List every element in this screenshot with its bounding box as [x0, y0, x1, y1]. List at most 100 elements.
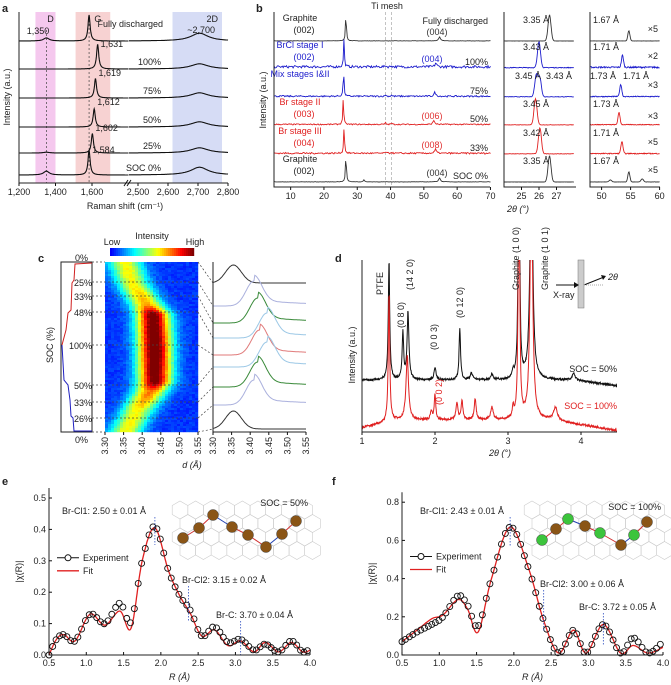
- heatmap-cell: [120, 308, 124, 311]
- heatmap-cell: [111, 304, 115, 307]
- heatmap-cell: [168, 364, 172, 367]
- heatmap-cell: [120, 268, 124, 271]
- heatmap-cell: [123, 396, 127, 399]
- heatmap-cell: [144, 408, 148, 411]
- heatmap-cell: [156, 296, 160, 299]
- heatmap-cell: [189, 424, 193, 427]
- heatmap-cell: [123, 308, 127, 311]
- heatmap-cell: [159, 376, 163, 379]
- heatmap-cell: [177, 364, 181, 367]
- heatmap-cell: [141, 266, 145, 269]
- experiment-point: [520, 552, 528, 560]
- colorbar-cell: [112, 248, 115, 256]
- heatmap-cell: [168, 290, 172, 293]
- panel-label-e: e: [2, 476, 8, 488]
- y-axis-label: Intensity (a.u.): [258, 71, 268, 128]
- experiment-point: [501, 529, 509, 537]
- experiment-point: [245, 643, 253, 650]
- heatmap-cell: [192, 360, 196, 363]
- heatmap-cell: [189, 286, 193, 289]
- heatmap-cell: [129, 348, 133, 351]
- graphene-hexagon: [179, 541, 196, 560]
- graphene-hexagon: [531, 514, 548, 533]
- heatmap-cell: [126, 422, 130, 425]
- heatmap-cell: [195, 398, 199, 401]
- heatmap-cell: [162, 420, 166, 423]
- state-label: 50%: [470, 114, 488, 124]
- heatmap-cell: [117, 324, 121, 327]
- y-axis-label: Intensity (a.u.): [2, 68, 12, 125]
- heatmap-cell: [111, 420, 115, 423]
- experiment-point: [249, 646, 257, 654]
- experiment-point: [234, 635, 242, 643]
- heatmap-cell: [147, 284, 151, 287]
- heatmap-cell: [111, 352, 115, 355]
- heatmap-cell: [132, 394, 136, 397]
- experiment-point: [153, 525, 161, 533]
- heatmap-cell: [183, 342, 187, 345]
- heatmap-cell: [126, 284, 130, 287]
- heatmap-cell: [132, 312, 136, 315]
- heatmap-cell: [162, 360, 166, 363]
- heatmap-cell: [183, 340, 187, 343]
- heatmap-cell: [165, 414, 169, 417]
- heatmap-cell: [141, 340, 145, 343]
- heatmap-cell: [135, 354, 139, 357]
- heatmap-cell: [105, 350, 109, 353]
- heatmap-cell: [180, 318, 184, 321]
- heatmap-cell: [174, 396, 178, 399]
- heatmap-cell: [114, 302, 118, 305]
- heatmap-cell: [117, 400, 121, 403]
- heatmap-cell: [165, 422, 169, 425]
- heatmap-cell: [111, 330, 115, 333]
- heatmap-cell: [177, 382, 181, 385]
- heatmap-cell: [183, 264, 187, 267]
- heatmap-cell: [147, 364, 151, 367]
- heatmap-cell: [108, 380, 112, 383]
- heatmap-cell: [156, 294, 160, 297]
- heatmap-cell: [162, 350, 166, 353]
- heatmap-cell: [162, 334, 166, 337]
- heatmap-cell: [168, 414, 172, 417]
- heatmap-cell: [111, 322, 115, 325]
- heatmap-cell: [120, 304, 124, 307]
- heatmap-cell: [144, 366, 148, 369]
- heatmap-cell: [141, 328, 145, 331]
- heatmap-cell: [105, 406, 109, 409]
- heatmap-cell: [156, 334, 160, 337]
- heatmap-cell: [186, 334, 190, 337]
- heatmap-cell: [180, 364, 184, 367]
- heatmap-cell: [159, 352, 163, 355]
- x-axis-label: Raman shift (cm⁻¹): [87, 201, 163, 211]
- heatmap-cell: [120, 378, 124, 381]
- heatmap-cell: [111, 326, 115, 329]
- heatmap-cell: [174, 304, 178, 307]
- heatmap-cell: [135, 374, 139, 377]
- heatmap-cell: [126, 352, 130, 355]
- heatmap-cell: [162, 278, 166, 281]
- heatmap-cell: [117, 292, 121, 295]
- heatmap-cell: [180, 292, 184, 295]
- stack-curve: [213, 306, 306, 339]
- heatmap-cell: [141, 394, 145, 397]
- heatmap-cell: [168, 326, 172, 329]
- heatmap-cell: [180, 280, 184, 283]
- heatmap-cell: [159, 424, 163, 427]
- heatmap-cell: [114, 410, 118, 413]
- heatmap-cell: [147, 310, 151, 313]
- experiment-point: [471, 622, 479, 630]
- heatmap-cell: [189, 340, 193, 343]
- heatmap-cell: [156, 332, 160, 335]
- experiment-point: [156, 535, 164, 543]
- graphene-hexagon: [640, 541, 657, 560]
- heatmap-cell: [126, 264, 130, 267]
- heatmap-cell: [108, 400, 112, 403]
- heatmap-cell: [174, 336, 178, 339]
- heatmap-cell: [180, 358, 184, 361]
- heatmap-cell: [123, 262, 127, 265]
- heatmap-cell: [171, 390, 175, 393]
- heatmap-cell: [141, 264, 145, 267]
- heatmap-cell: [114, 400, 118, 403]
- heatmap-cell: [117, 290, 121, 293]
- heatmap-cell: [129, 378, 133, 381]
